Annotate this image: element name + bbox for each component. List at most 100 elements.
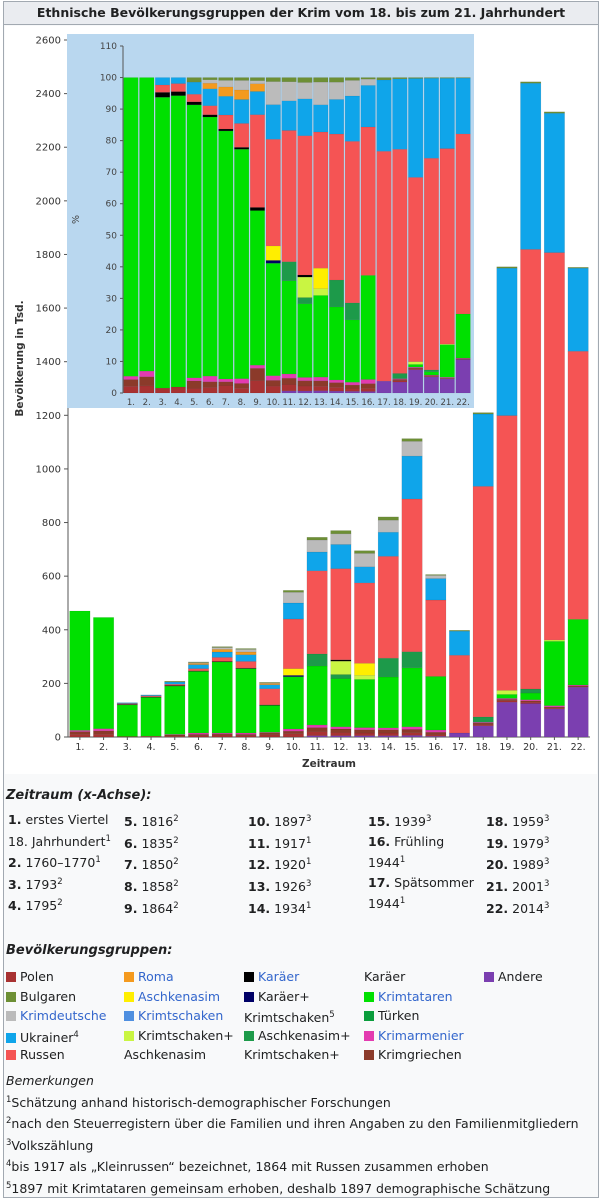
inset-bar-segment-ukrainer — [218, 96, 234, 116]
bar-segment-russen — [496, 415, 518, 691]
bar-segment-krimgriechen — [330, 728, 352, 733]
inset-bar-segment-asch_kdt — [392, 373, 408, 379]
y-tick-label: 0 — [55, 733, 61, 744]
footnote-ref: 3 — [543, 900, 550, 911]
zeitraum-number: 4. — [8, 898, 22, 914]
legend-label[interactable]: Krimdeutsche — [20, 1008, 107, 1023]
legend-label[interactable]: Krimtataren — [378, 988, 453, 1004]
legend-label: Bulgaren — [20, 988, 77, 1004]
bar-segment-asch_kdt — [306, 653, 328, 667]
inset-bar-segment-bulgaren — [186, 77, 202, 83]
inset-bar-segment-krimgriechen — [297, 380, 313, 387]
legend-label[interactable]: Krimarmenier — [378, 1027, 464, 1043]
legend-swatch — [244, 972, 254, 982]
inset-bar-segment-bulgaren — [408, 77, 424, 79]
bar-segment-polen — [259, 734, 281, 738]
bar-segment-polen — [211, 734, 233, 738]
inset-y-tick-label: 60 — [106, 200, 118, 210]
inset-x-tick-label: 10. — [267, 398, 281, 408]
inset-bar-segment-krimarmenier — [139, 370, 155, 377]
legend-label[interactable]: Roma — [138, 969, 174, 984]
bar-segment-krimtataren — [520, 692, 542, 700]
note-item: 51897 mit Krimtataren gemeinsam erhoben,… — [6, 1177, 594, 1199]
bar-segment-ukrainer — [472, 413, 494, 487]
inset-bar-segment-krimarmenier — [186, 377, 202, 382]
inset-bar-segment-karaeer — [155, 92, 171, 98]
inset-bar-segment-asch_kdt — [423, 369, 439, 373]
legend-item[interactable]: Aschkenasim — [124, 987, 220, 1007]
legend-label[interactable]: Krimtschaken — [138, 1008, 224, 1023]
bar-segment-andere — [543, 708, 565, 738]
zeitraum-text: 1989 — [512, 857, 544, 873]
bar-segment-ukrainer — [211, 651, 233, 658]
bar-segment-russen — [306, 570, 328, 655]
inset-bar-segment-ukrainer — [423, 77, 439, 159]
inset-x-tick-label: 13. — [314, 398, 328, 408]
zeitraum-number: 17. — [368, 874, 391, 890]
inset-x-tick-label: 4. — [174, 398, 182, 408]
zeitraum-entry: 7. 18502 — [124, 853, 179, 875]
legend-item[interactable]: Krimdeutsche — [6, 1006, 106, 1026]
legend-item[interactable]: Krimtataren — [364, 987, 453, 1007]
inset-bar-segment-krimarmenier — [249, 364, 265, 369]
inset-bar-segment-krimtataren — [139, 77, 155, 372]
legend-item: Aschkenasim+ — [244, 1026, 351, 1046]
inset-bar-segment-karaeer — [249, 207, 265, 211]
bar-segment-krimgriechen — [354, 729, 376, 734]
bar-segment-polen — [330, 732, 352, 736]
zeitraum-entry: 19441 — [368, 892, 474, 914]
inset-bar-segment-krimtataren — [123, 77, 139, 377]
footnote-ref: 2 — [173, 814, 179, 824]
legend-item[interactable]: Krimarmenier — [364, 1026, 464, 1046]
bar-segment-krimdeutsche — [401, 441, 423, 457]
bar-segment-bulgaren — [306, 537, 328, 541]
bar-segment-polen — [401, 732, 423, 736]
inset-bar-segment-russen — [360, 126, 376, 276]
bar-segment-russen — [211, 657, 233, 662]
legend-label[interactable]: Aschkenasim — [138, 988, 221, 1004]
inset-bar-segment-polen — [123, 386, 139, 394]
inset-bar-segment-ukrainer — [234, 99, 250, 124]
legend-item[interactable]: Karäer — [244, 967, 299, 987]
inset-bar-segment-krimgriechen — [123, 379, 139, 387]
x-tick-label: 14. — [381, 742, 396, 753]
inset-bar-segment-andere — [297, 390, 313, 394]
bar-segment-krimarmenier — [543, 705, 565, 708]
legend-swatch — [124, 1011, 134, 1021]
inset-bar-segment-ukrainer — [344, 95, 360, 142]
zeitraum-text: 1920 — [274, 857, 306, 873]
bar-segment-russen — [330, 568, 352, 661]
inset-bar-segment-krimtataren — [439, 344, 455, 378]
inset-bar-segment-krimtataren — [329, 306, 345, 381]
inset-bar-segment-krimarmenier — [218, 378, 234, 382]
zeitraum-number: 3. — [8, 876, 22, 892]
x-tick-label: 20. — [523, 742, 538, 753]
bar-segment-krimdeutsche — [425, 575, 447, 579]
bar-segment-krimtataren — [235, 668, 257, 734]
inset-bar-segment-krimtataren — [202, 116, 218, 377]
x-tick-label: 8. — [241, 742, 250, 753]
legend-item[interactable]: Roma — [124, 967, 174, 987]
bar-segment-ukrainer — [401, 455, 423, 500]
bar-segment-krimtataren — [282, 676, 304, 730]
bar-segment-krimgriechen — [377, 729, 399, 734]
legend-label: Karäer+ — [258, 988, 310, 1004]
zeitraum-text: 2001 — [512, 879, 544, 895]
inset-bar-segment-karaeer — [234, 147, 250, 150]
bar-segment-ukrainer — [306, 551, 328, 572]
inset-bar-segment-ukrainer — [186, 81, 202, 95]
legend-label[interactable]: Karäer — [258, 969, 300, 984]
bar-segment-krimgriechen — [401, 729, 423, 733]
inset-bar-segment-krimarmenier — [329, 379, 345, 383]
y-tick-label: 1800 — [36, 250, 61, 261]
zeitraum-text: 1917 — [274, 835, 306, 851]
inset-x-tick-label: 17. — [377, 398, 391, 408]
bar-segment-ukrainer — [449, 630, 470, 656]
legend-item[interactable]: Krimtschaken — [124, 1006, 223, 1026]
bar-segment-krimtschaken_plus — [330, 660, 352, 675]
zeitraum-number: 13. — [248, 879, 271, 895]
bar-segment-russen — [259, 688, 281, 706]
bar-segment-bulgaren — [188, 661, 209, 663]
x-tick-label: 10. — [286, 742, 301, 753]
y-axis-title: Bevölkerung in Tsd. — [14, 300, 26, 416]
